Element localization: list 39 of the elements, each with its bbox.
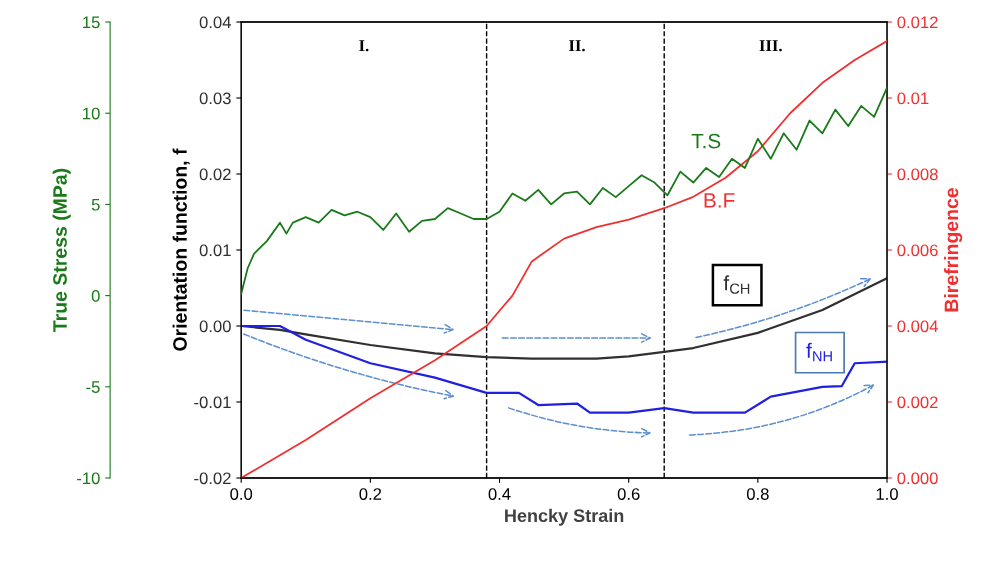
y-tick-label: -0.01 [194, 396, 231, 409]
x-tick-label: 0.2 [359, 488, 382, 500]
x-tick-label: 1.0 [876, 488, 898, 500]
y3-tick-label: 15 [83, 16, 100, 29]
y-tick-label: 0.00 [199, 320, 231, 333]
x-tick-label: 0.8 [746, 488, 769, 500]
line-series [241, 324, 888, 414]
y3-axis-title: True Stress (MPa) [52, 168, 71, 332]
y3-tick-label: -5 [86, 381, 100, 393]
series-label: B.F [704, 193, 735, 208]
y2-tick-label: 0.000 [897, 472, 938, 485]
y3-tick-label: -10 [77, 472, 100, 485]
y3-tick-label: 5 [91, 198, 100, 211]
x-tick-label: 0.6 [617, 488, 640, 500]
y2-tick-label: 0.008 [897, 168, 938, 181]
y2-tick-label: 0.012 [897, 16, 938, 29]
x-axis-title: Hencky Strain [505, 508, 624, 526]
y2-tick-label: 0.006 [897, 244, 938, 257]
series-label: T.S [691, 133, 721, 149]
y2-tick-label: 0.01 [897, 92, 929, 105]
y-tick-label: 0.02 [199, 168, 231, 181]
y2-tick-label: 0.002 [897, 396, 938, 409]
x-tick-label: 0.0 [230, 488, 253, 500]
y-tick-label: -0.02 [194, 472, 231, 485]
y2-axis-title: Birefringence [943, 188, 963, 312]
y-tick-label: 0.04 [199, 16, 231, 29]
y3-tick-label: 10 [83, 107, 100, 120]
annotation: III. [759, 40, 782, 52]
x-tick-label: 0.4 [488, 488, 511, 500]
y3-tick-label: 0 [91, 290, 100, 302]
y-axis-title: Orientation function, f [172, 148, 190, 351]
series-label: f$_{CH}$ [723, 275, 750, 294]
y-tick-label: 0.01 [199, 244, 231, 257]
line-series [241, 86, 888, 295]
series-label: f$_{NH}$ [806, 342, 832, 362]
annotation: I. [359, 40, 369, 52]
annotation: II. [569, 40, 585, 52]
y2-tick-label: 0.004 [897, 320, 938, 333]
y-tick-label: 0.03 [199, 92, 231, 105]
